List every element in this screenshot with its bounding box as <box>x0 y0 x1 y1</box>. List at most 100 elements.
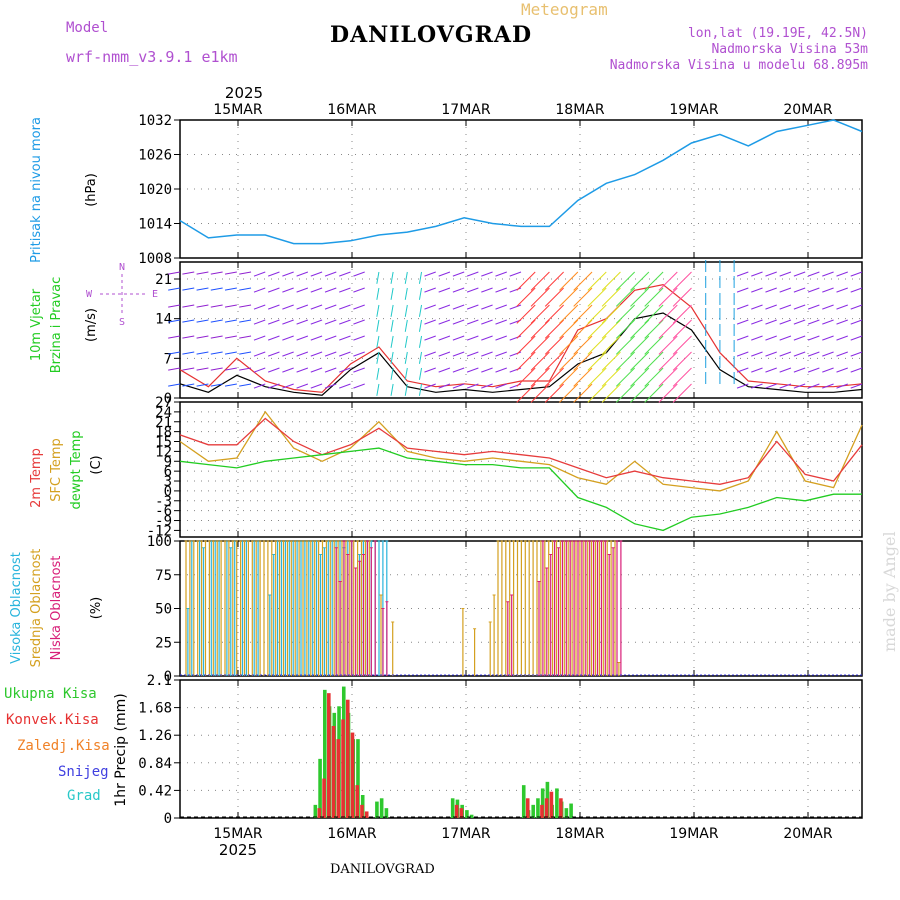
wind-arrow <box>779 319 792 325</box>
y-tick-label: 1026 <box>138 148 172 164</box>
wind-arrow <box>836 271 848 277</box>
wind-arrow <box>296 367 309 373</box>
wind-arrow <box>573 383 593 403</box>
y-tick-label: 0.84 <box>138 756 172 772</box>
precip-bar <box>356 739 360 818</box>
precip-bar <box>521 785 526 818</box>
meteogram-label: Meteogram <box>521 0 608 19</box>
cloud-axis-title-low: Niska Oblacnost <box>49 556 64 661</box>
y-tick-label: -3 <box>155 494 172 510</box>
wind-arrow <box>559 319 579 339</box>
precip-legend-1: Konvek.Kisa <box>6 712 99 728</box>
wind-arrow <box>544 335 564 355</box>
wind-arrow <box>495 319 507 325</box>
y-tick-label: 0 <box>164 669 172 685</box>
wind-arrow <box>224 287 237 291</box>
y-tick-label: 9 <box>164 454 172 470</box>
wind-arrow <box>822 271 834 277</box>
wind-arrow <box>751 351 763 357</box>
wind-arrow <box>481 287 493 293</box>
wind-arrow <box>168 304 181 308</box>
y-tick-label: -9 <box>155 514 172 530</box>
wind-arrow <box>438 383 451 389</box>
wind-arrow <box>793 367 806 373</box>
wind-arrow <box>495 271 507 277</box>
wind-arrow <box>615 287 636 307</box>
wind-arrow <box>779 335 792 341</box>
wind-arrow <box>807 351 820 357</box>
wind-arrow <box>630 287 650 307</box>
precip-bar <box>525 798 530 818</box>
y-tick-label: 25 <box>155 635 172 651</box>
wind-arrow <box>310 304 323 310</box>
wind-arrow <box>836 335 848 341</box>
wind-arrow <box>424 367 436 373</box>
precip-bar <box>341 719 345 818</box>
wind-arrow <box>615 383 636 403</box>
wind-arrow <box>376 367 380 380</box>
wind-arrow <box>765 351 777 357</box>
wind-arrow <box>353 335 365 341</box>
wind-arrow <box>390 271 394 284</box>
wind-arrow <box>418 351 423 364</box>
wind-arrow <box>793 383 806 389</box>
wind-arrow <box>516 271 536 291</box>
wind-arrow <box>310 287 323 293</box>
wind-arrow <box>438 271 451 277</box>
wind-arrow <box>615 304 636 324</box>
wind-arrow <box>779 304 792 310</box>
wind-arrow <box>253 383 266 389</box>
wind-arrow <box>438 287 451 293</box>
wind-arrow <box>438 335 451 341</box>
wind-arrow <box>751 287 763 293</box>
wind-arrow <box>822 351 834 357</box>
wind-arrow <box>559 367 579 387</box>
wind-arrow <box>339 335 351 341</box>
wind-arrow <box>736 367 749 373</box>
wind-arrow <box>210 304 223 308</box>
wind-arrow <box>466 287 479 293</box>
precip-bar <box>355 785 360 818</box>
wind-arrow <box>544 287 564 307</box>
wind-arrow <box>807 287 820 293</box>
wind-arrow <box>210 335 223 339</box>
wind-arrow <box>424 351 436 357</box>
wind-arrow <box>268 351 280 357</box>
wind-arrow <box>376 335 380 348</box>
wind-arrow <box>418 287 423 300</box>
y-tick-label: 0 <box>164 811 172 827</box>
x-date-bottom: 19MAR <box>669 826 718 842</box>
wind-arrow <box>418 271 423 284</box>
x-date-bottom: 16MAR <box>327 826 376 842</box>
wind-arrow <box>509 287 522 293</box>
wind-arrow <box>438 304 451 310</box>
wind-arrow <box>466 383 479 389</box>
wind-arrow <box>210 351 223 355</box>
wind-arrow <box>310 383 323 389</box>
wind-arrow <box>296 319 309 325</box>
wind-arrow <box>509 304 522 310</box>
wind-arrow <box>296 383 309 389</box>
wind-arrow <box>452 287 465 293</box>
precip-bar <box>318 758 322 818</box>
temp-axis-title-sfc: SFC Temp <box>49 438 64 502</box>
wind-arrow <box>573 367 593 387</box>
wind-arrow <box>268 304 280 310</box>
y-tick-label: 0.42 <box>138 783 172 799</box>
wind-arrow <box>573 335 593 355</box>
precip-legend-3: Snijeg <box>58 764 109 780</box>
wind-arrow <box>559 304 579 324</box>
wind-arrow <box>807 335 820 341</box>
wind-arrow <box>544 367 564 387</box>
wind-arrow <box>452 304 465 310</box>
cloud-axis-title-high: Visoka Oblacnost <box>9 552 24 664</box>
wind-arrow <box>268 271 280 277</box>
wind-arrow <box>850 319 863 325</box>
wind-arrow <box>339 319 351 325</box>
wind-arrow <box>481 335 493 341</box>
precip-bar <box>322 778 326 818</box>
x-date-top: 18MAR <box>555 102 604 118</box>
wind-arrow <box>182 304 195 308</box>
wind-arrow <box>418 367 423 380</box>
wind-arrow <box>253 271 266 277</box>
